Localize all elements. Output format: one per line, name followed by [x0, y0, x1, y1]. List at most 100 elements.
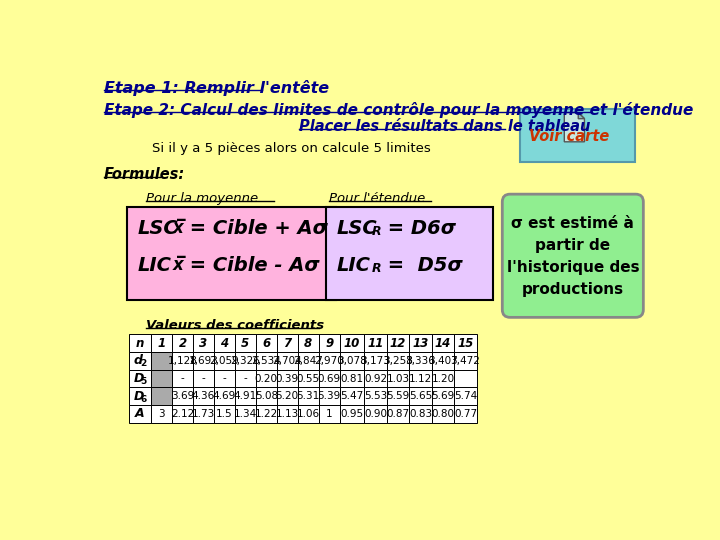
Text: 1.20: 1.20 [431, 374, 454, 383]
Bar [432, 334, 454, 352]
Bar [172, 352, 193, 370]
Text: 1: 1 [158, 336, 166, 350]
Text: 5: 5 [140, 377, 147, 386]
Bar [340, 334, 364, 352]
Bar [319, 370, 340, 387]
Text: 1.73: 1.73 [192, 409, 215, 419]
Text: 0.90: 0.90 [364, 409, 387, 419]
Bar [387, 387, 409, 405]
Text: 5.59: 5.59 [387, 392, 410, 401]
Text: = D6σ: = D6σ [382, 219, 456, 238]
Text: D: D [133, 372, 143, 385]
Bar [256, 352, 276, 370]
Text: 1.13: 1.13 [276, 409, 299, 419]
Text: LSC: LSC [138, 219, 179, 238]
Text: 15: 15 [457, 336, 474, 350]
Bar [409, 334, 432, 352]
Bar [214, 352, 235, 370]
Text: Valeurs des coefficients: Valeurs des coefficients [145, 319, 324, 332]
Text: 2,326: 2,326 [230, 356, 261, 366]
Bar [256, 334, 276, 352]
Bar [387, 334, 409, 352]
Text: = Cible - Aσ: = Cible - Aσ [183, 256, 320, 275]
Bar [364, 405, 387, 423]
Bar [319, 352, 340, 370]
Text: A: A [135, 408, 145, 421]
Bar [256, 387, 276, 405]
Text: 0.77: 0.77 [454, 409, 477, 419]
Text: 5: 5 [241, 336, 249, 350]
Text: 1.5: 1.5 [216, 409, 233, 419]
Text: 5.39: 5.39 [318, 392, 341, 401]
Text: n: n [136, 336, 144, 350]
Text: 3: 3 [158, 409, 165, 419]
Text: 4.91: 4.91 [234, 392, 257, 401]
Text: 5.31: 5.31 [297, 392, 320, 401]
Text: 3,258: 3,258 [383, 356, 413, 366]
Bar [214, 334, 235, 352]
Text: LIC: LIC [336, 256, 370, 275]
Bar [193, 405, 214, 423]
Bar [276, 405, 297, 423]
Text: 2,534: 2,534 [251, 356, 282, 366]
Text: 0.80: 0.80 [431, 409, 454, 419]
Bar [297, 405, 319, 423]
Text: 4.36: 4.36 [192, 392, 215, 401]
Text: 5.08: 5.08 [255, 392, 278, 401]
Text: 1.22: 1.22 [255, 409, 278, 419]
Bar [235, 370, 256, 387]
Bar [172, 334, 193, 352]
Bar [432, 370, 454, 387]
Polygon shape [564, 112, 585, 142]
Bar [172, 405, 193, 423]
Polygon shape [578, 112, 585, 119]
Bar [297, 352, 319, 370]
Bar [409, 387, 432, 405]
Bar [297, 334, 319, 352]
Bar [409, 370, 432, 387]
Text: 8: 8 [304, 336, 312, 350]
Bar [297, 387, 319, 405]
Text: 2,970: 2,970 [314, 356, 344, 366]
Text: 4.69: 4.69 [213, 392, 236, 401]
Text: 1,128: 1,128 [168, 356, 197, 366]
Text: Formules:: Formules: [104, 167, 185, 182]
Bar [151, 352, 172, 370]
Bar [193, 334, 214, 352]
Text: -: - [181, 374, 184, 383]
Text: 11: 11 [367, 336, 384, 350]
Bar [256, 405, 276, 423]
Bar [409, 352, 432, 370]
Bar [193, 387, 214, 405]
Bar [214, 387, 235, 405]
Bar [364, 352, 387, 370]
Text: 5.47: 5.47 [341, 392, 364, 401]
Text: = Cible + Aσ: = Cible + Aσ [183, 219, 328, 238]
Bar [151, 405, 172, 423]
Text: 1,693: 1,693 [189, 356, 218, 366]
Text: -: - [243, 374, 247, 383]
Text: Pour l'étendue: Pour l'étendue [329, 192, 425, 205]
Text: 2: 2 [140, 360, 147, 368]
FancyBboxPatch shape [503, 194, 644, 318]
Bar [454, 334, 477, 352]
Text: 0.92: 0.92 [364, 374, 387, 383]
Bar [127, 207, 336, 300]
Bar [387, 405, 409, 423]
Bar [454, 352, 477, 370]
Text: 6: 6 [262, 336, 271, 350]
Text: 0.69: 0.69 [318, 374, 341, 383]
Bar [432, 387, 454, 405]
Text: R: R [372, 262, 382, 275]
Text: LSC: LSC [336, 219, 377, 238]
Text: 3,407: 3,407 [428, 356, 458, 366]
Bar [235, 352, 256, 370]
Bar [340, 352, 364, 370]
Text: 14: 14 [435, 336, 451, 350]
Text: -: - [222, 374, 226, 383]
Text: 0.20: 0.20 [255, 374, 278, 383]
Bar [454, 370, 477, 387]
Text: d: d [134, 354, 143, 367]
Bar [129, 387, 151, 405]
Bar [151, 334, 172, 352]
